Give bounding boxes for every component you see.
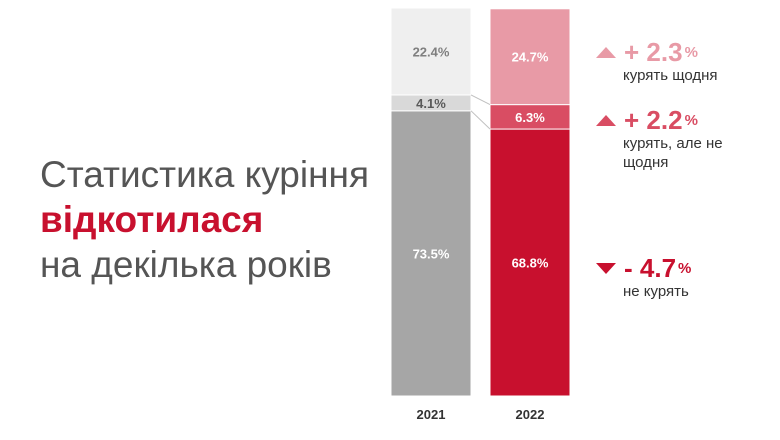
delta-annotation-2: - 4.7% не курять xyxy=(596,254,758,301)
delta-value-row: - 4.7% xyxy=(596,254,758,282)
delta-label: курять, але не щодня xyxy=(623,135,723,171)
delta-unit: % xyxy=(678,259,692,277)
triangle-down-icon xyxy=(596,262,616,274)
headline-line-1: Статистика куріння xyxy=(40,154,369,195)
delta-unit: % xyxy=(684,111,698,129)
delta-annotation-0: + 2.3% курять щодня xyxy=(596,38,758,85)
headline-line-3: на декілька років xyxy=(40,244,332,285)
data-label-2021-2: 22.4% xyxy=(413,44,450,59)
bar-segment-2022-1 xyxy=(489,104,571,130)
data-label-2022-2: 24.7% xyxy=(512,50,549,65)
headline-line-2: відкотилася xyxy=(40,199,264,240)
delta-label: курять щодня xyxy=(623,67,718,84)
bar-segment-2021-2 xyxy=(390,7,472,96)
connector-line-1 xyxy=(470,94,491,106)
delta-value: + 2.2 xyxy=(624,105,683,135)
data-label-2022-0: 68.8% xyxy=(512,256,549,271)
headline: Статистика куріння відкотилася на декіль… xyxy=(40,152,369,287)
connector-line-0 xyxy=(470,110,491,130)
category-label-2021: 2021 xyxy=(417,407,446,422)
triangle-up-icon xyxy=(596,46,616,58)
bar-segment-2022-0 xyxy=(489,128,571,397)
category-label-2022: 2022 xyxy=(516,407,545,422)
data-label-2021-1: 4.1% xyxy=(416,96,446,111)
delta-value: + 2.3 xyxy=(624,37,683,67)
delta-annotation-1: + 2.2% курять, але не щодня xyxy=(596,106,758,172)
delta-value-row: + 2.3% xyxy=(596,38,758,66)
triangle-up-icon xyxy=(596,114,616,126)
delta-value-row: + 2.2% xyxy=(596,106,758,134)
bar-segment-2022-2 xyxy=(489,8,571,106)
delta-label: не курять xyxy=(623,283,689,300)
data-label-2021-0: 73.5% xyxy=(413,246,450,261)
delta-unit: % xyxy=(684,43,698,61)
delta-value: - 4.7 xyxy=(624,253,677,283)
data-label-2022-1: 6.3% xyxy=(515,110,545,125)
bar-segment-2021-0 xyxy=(390,110,472,397)
